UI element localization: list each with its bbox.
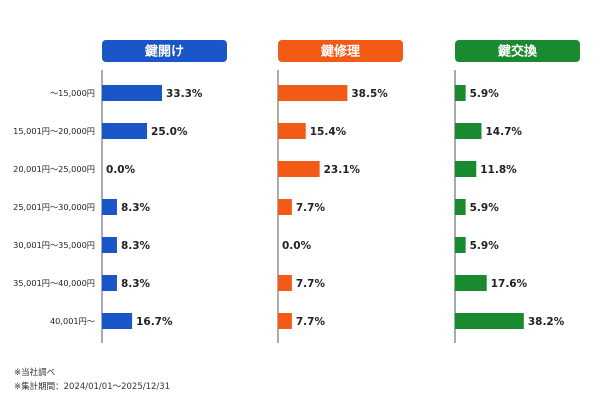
data-label: 23.1% [324, 164, 361, 176]
panel-header-key-opening [102, 40, 227, 62]
data-label: 25.0% [151, 126, 188, 138]
category-label: ～15,000円 [50, 88, 95, 98]
bar [455, 313, 524, 329]
data-label: 14.7% [485, 126, 522, 138]
bar [455, 123, 482, 139]
panel-title-key-replacement: 鍵交換 [498, 44, 538, 60]
category-label: 25,001円～30,000円 [13, 202, 95, 212]
source-note: ※当社調べ [14, 368, 56, 378]
category-label: 40,001円～ [50, 316, 95, 326]
data-label: 38.5% [351, 88, 388, 100]
data-label: 7.7% [296, 316, 326, 328]
bar [455, 199, 466, 215]
bar [278, 275, 292, 291]
data-label: 8.3% [121, 202, 151, 214]
data-label: 38.2% [528, 316, 565, 328]
category-label: 35,001円～40,000円 [13, 278, 95, 288]
data-label: 16.7% [136, 316, 173, 328]
category-label: 15,001円～20,000円 [13, 126, 95, 136]
bar [455, 237, 466, 253]
data-label: 5.9% [470, 88, 500, 100]
data-label: 17.6% [491, 278, 528, 290]
data-label: 33.3% [166, 88, 203, 100]
data-label: 5.9% [470, 240, 500, 252]
data-label: 8.3% [121, 278, 151, 290]
bar [455, 85, 466, 101]
bar [278, 199, 292, 215]
data-label: 5.9% [470, 202, 500, 214]
bar [102, 199, 117, 215]
bar [278, 161, 320, 177]
bar [102, 313, 133, 329]
data-label: 7.7% [296, 278, 326, 290]
data-label: 7.7% [296, 202, 326, 214]
category-label: 30,001円～35,000円 [13, 240, 95, 250]
data-label: 11.8% [480, 164, 517, 176]
data-label: 8.3% [121, 240, 151, 252]
bar [455, 275, 487, 291]
data-label: 0.0% [282, 240, 312, 252]
footnotes: ※当社調べ ※集計期間：2024/01/01～2025/12/31 [14, 366, 170, 394]
bar [278, 85, 348, 101]
panel-title-key-repair: 鍵修理 [321, 44, 360, 60]
data-label: 0.0% [106, 164, 136, 176]
panel-header-key-replacement [455, 40, 580, 62]
period-note: ※集計期間：2024/01/01～2025/12/31 [14, 382, 171, 392]
bar [102, 237, 117, 253]
bar [102, 85, 162, 101]
bar [102, 123, 148, 139]
data-label: 15.4% [310, 126, 347, 138]
panel-title-key-opening: 鍵開け [145, 44, 184, 60]
bar [278, 313, 292, 329]
category-label: 20,001円～25,000円 [13, 164, 95, 174]
bar [102, 275, 117, 291]
bar [278, 123, 306, 139]
bar [455, 161, 477, 177]
panel-header-key-repair [278, 40, 403, 62]
